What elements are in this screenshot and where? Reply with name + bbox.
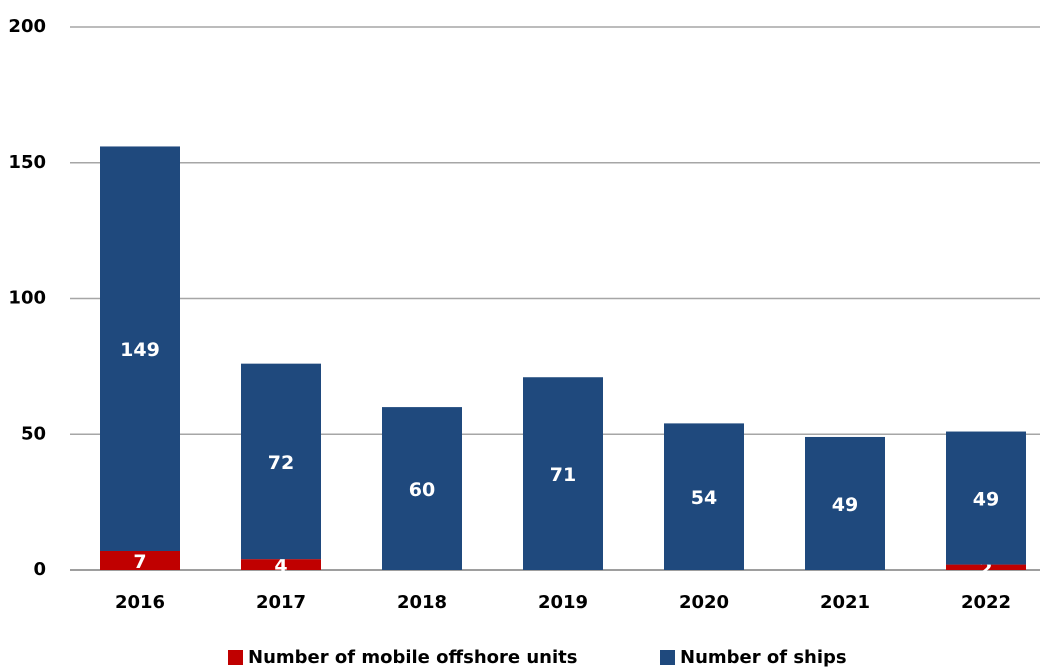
data-label: 149 bbox=[120, 339, 160, 361]
data-label: 49 bbox=[832, 494, 858, 516]
x-tick-label: 2016 bbox=[115, 592, 165, 613]
bar-segment bbox=[946, 431, 1026, 565]
y-tick-label: 0 bbox=[33, 559, 46, 580]
x-tick-label: 2021 bbox=[820, 592, 870, 613]
bar-segment bbox=[241, 363, 321, 560]
x-tick-label: 2018 bbox=[397, 592, 447, 613]
bar-segment bbox=[100, 550, 180, 570]
bar-segment bbox=[523, 377, 603, 570]
legend-label: Number of mobile offshore units bbox=[248, 647, 577, 668]
y-tick-label: 100 bbox=[8, 288, 46, 309]
data-label: 4 bbox=[274, 555, 287, 577]
x-tick-label: 2017 bbox=[256, 592, 306, 613]
bar-segment bbox=[382, 407, 462, 570]
x-tick-label: 2020 bbox=[679, 592, 729, 613]
x-tick-label: 2022 bbox=[961, 592, 1011, 613]
y-tick-label: 50 bbox=[21, 423, 46, 444]
x-tick-label: 2019 bbox=[538, 592, 588, 613]
data-label: 71 bbox=[550, 464, 576, 486]
legend-swatch bbox=[660, 650, 675, 665]
legend-label: Number of ships bbox=[680, 647, 847, 668]
legend-swatch bbox=[228, 650, 243, 665]
data-label: 49 bbox=[973, 489, 999, 511]
data-label: 7 bbox=[133, 551, 146, 573]
data-label: 54 bbox=[691, 487, 717, 509]
bar-segment bbox=[241, 559, 321, 570]
data-label: 60 bbox=[409, 479, 435, 501]
y-tick-label: 150 bbox=[8, 152, 46, 173]
bar-segment bbox=[100, 146, 180, 551]
bar-segment bbox=[805, 436, 885, 570]
y-tick-label: 200 bbox=[8, 16, 46, 37]
bar-segment bbox=[946, 564, 1026, 570]
bar-segment bbox=[664, 423, 744, 570]
data-label: 72 bbox=[268, 452, 294, 474]
